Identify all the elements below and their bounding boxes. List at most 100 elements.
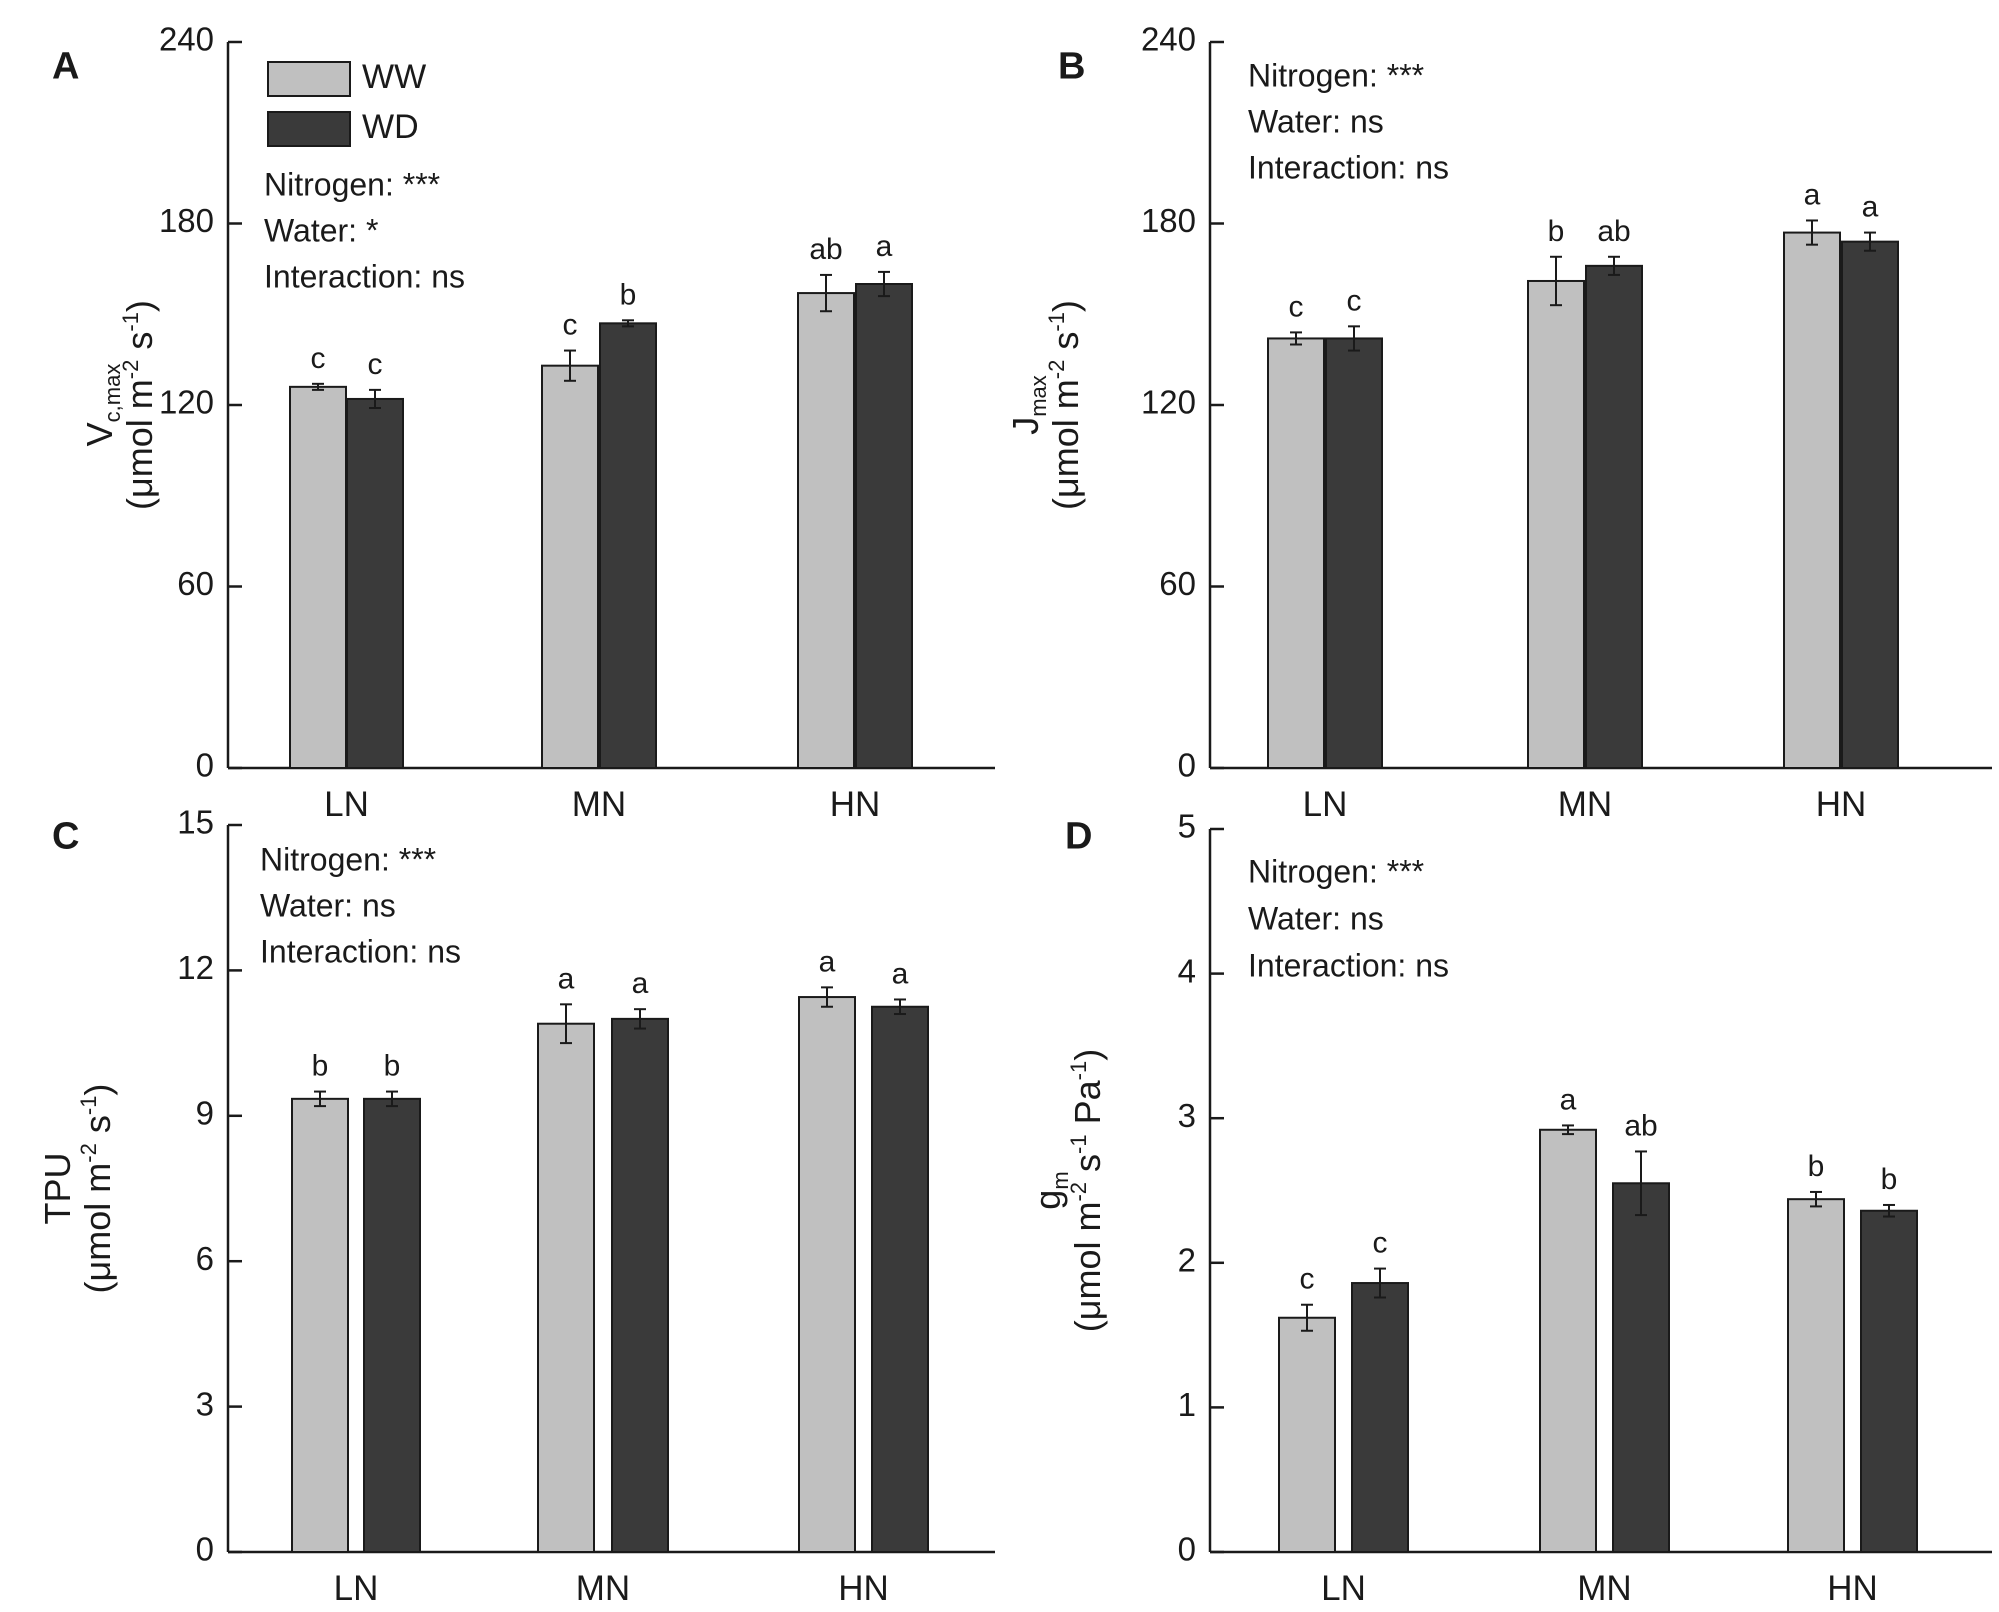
y-axis-label-main: V [79, 422, 120, 446]
significance-letter: a [1560, 1083, 1577, 1116]
bar-wd-hn [1841, 240, 1899, 769]
significance-letter: a [558, 962, 575, 995]
bar-wd-ln [1351, 1282, 1409, 1553]
unit-superscript: -2 [1066, 1182, 1091, 1202]
y-axis-label-subscript: c,max [100, 364, 125, 423]
bar-ww-ln [1278, 1316, 1336, 1554]
bar-wd-hn [871, 1005, 929, 1553]
unit-superscript: -2 [118, 360, 143, 380]
y-tick-label: 0 [1178, 747, 1196, 784]
panel-label: A [52, 45, 79, 87]
unit-superscript: -2 [76, 1143, 101, 1163]
bar-ww-hn [797, 292, 855, 769]
unit-text: (μmol m [77, 1163, 118, 1294]
x-category-label: LN [324, 785, 369, 824]
unit-superscript: -1 [76, 1096, 101, 1116]
y-tick-label: 9 [196, 1095, 214, 1132]
y-tick-label: 0 [196, 1531, 214, 1568]
panel-label: B [1058, 45, 1085, 87]
unit-text: ) [1045, 300, 1086, 312]
y-tick-label: 180 [159, 202, 214, 239]
legend-label-wd: WD [362, 108, 419, 146]
panel-b: B 0 60 120 180 240 c b a c ab a LN MN HN Nitrogen: *** W… [1005, 21, 1992, 824]
significance-letter: b [1881, 1163, 1898, 1196]
panel-label: D [1065, 815, 1092, 857]
x-category-label: LN [334, 1569, 379, 1608]
bar-wd-ln [346, 397, 404, 769]
unit-text: ) [1067, 1049, 1108, 1061]
stats-annotation: Nitrogen: *** [1248, 57, 1424, 93]
bar-ww-ln [1267, 337, 1325, 769]
y-tick-label: 0 [196, 747, 214, 784]
stats-annotation: Water: ns [260, 887, 396, 923]
unit-text: s [77, 1115, 118, 1143]
y-tick-label: 120 [1141, 384, 1196, 421]
unit-text: (μmol m [1067, 1202, 1108, 1333]
significance-letter: b [620, 278, 637, 311]
x-category-label: HN [830, 785, 881, 824]
bar-ww-hn [798, 996, 856, 1553]
y-tick-label: 3 [1178, 1097, 1196, 1134]
significance-letter: b [384, 1050, 401, 1083]
unit-text: (μmol m [119, 379, 160, 510]
significance-letter: ab [809, 233, 842, 266]
y-axis-label-main: TPU [37, 1153, 78, 1225]
bar-wd-mn [599, 322, 657, 769]
significance-letter: c [1347, 284, 1362, 317]
y-tick-label: 120 [159, 384, 214, 421]
bar-wd-mn [611, 1017, 669, 1553]
stats-annotation: Interaction: ns [1248, 947, 1449, 983]
significance-letter: a [819, 945, 836, 978]
y-axis-label: Vc,max [79, 364, 125, 447]
bar-ww-hn [1787, 1198, 1845, 1554]
y-tick-label: 4 [1178, 952, 1196, 989]
bar-ww-mn [1539, 1128, 1597, 1553]
y-tick-label: 5 [1178, 808, 1196, 845]
stats-annotation: Water: * [264, 212, 378, 248]
stats-annotation: Water: ns [1248, 103, 1384, 139]
x-category-label: MN [1577, 1569, 1631, 1608]
x-category-label: MN [576, 1569, 630, 1608]
bar-ww-ln [291, 1097, 349, 1553]
unit-text: (μmol m [1045, 379, 1086, 510]
y-tick-label: 0 [1178, 1531, 1196, 1568]
y-axis-label-subscript: m [1048, 1171, 1073, 1189]
y-tick-label: 240 [1141, 21, 1196, 58]
unit-text: s [1067, 1154, 1108, 1182]
bar-wd-mn [1585, 264, 1643, 769]
legend-swatch-ww [267, 61, 351, 97]
significance-letter: c [563, 309, 578, 342]
unit-superscript: -1 [118, 312, 143, 332]
y-axis-unit: (μmol m-2 s-1 Pa-1) [1066, 1049, 1108, 1332]
y-tick-label: 15 [177, 804, 214, 841]
panel-label: C [52, 815, 79, 857]
bar-ww-hn [1783, 231, 1841, 769]
y-tick-label: 60 [1159, 565, 1196, 602]
x-category-label: HN [1816, 785, 1867, 824]
y-tick-label: 180 [1141, 202, 1196, 239]
stats-annotation: Nitrogen: *** [264, 166, 440, 202]
y-tick-label: 1 [1178, 1386, 1196, 1423]
stats-annotation: Nitrogen: *** [260, 841, 436, 877]
significance-letter: a [632, 967, 649, 1000]
y-tick-label: 60 [177, 565, 214, 602]
y-axis-label: TPU [37, 1153, 78, 1225]
bar-wd-ln [1325, 337, 1383, 769]
bar-wd-ln [363, 1097, 421, 1553]
x-category-label: HN [838, 1569, 889, 1608]
y-axis-label-subscript: max [1026, 375, 1051, 417]
significance-letter: b [312, 1050, 329, 1083]
legend-swatch-wd [267, 111, 351, 147]
unit-superscript: -1 [1044, 312, 1069, 332]
significance-letter: c [1289, 290, 1304, 323]
y-axis-unit: (μmol m-2 s-1) [76, 1084, 118, 1294]
x-category-label: MN [572, 785, 626, 824]
significance-letter: c [1373, 1227, 1388, 1260]
y-tick-label: 12 [177, 949, 214, 986]
significance-letter: a [876, 230, 893, 263]
x-category-label: LN [1321, 1569, 1366, 1608]
panel-a: A 0 60 120 180 240 c c ab c b a LN MN HN Nitrogen: *** W… [52, 21, 995, 824]
stats-annotation: Nitrogen: *** [1248, 853, 1424, 889]
panel-c: C 0 3 6 9 12 15 b a a b a a LN MN HN Nitrogen: *** Water:… [37, 804, 995, 1608]
